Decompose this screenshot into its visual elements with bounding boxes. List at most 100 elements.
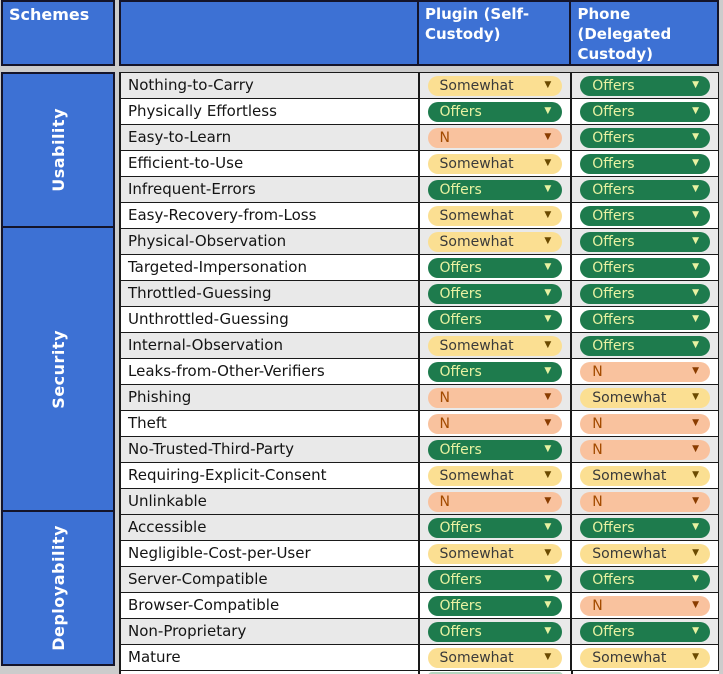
phone-rating-dropdown[interactable]: Offers ▼ <box>580 75 710 96</box>
plugin-cell: Offers ▼ <box>417 255 571 280</box>
phone-cell: Offers ▼ <box>570 619 718 644</box>
category-label: Usability <box>48 108 68 192</box>
plugin-cell: Somewhat ▼ <box>417 229 571 254</box>
plugin-rating-dropdown[interactable]: Offers ▼ <box>427 569 563 590</box>
category-label: Security <box>48 329 68 409</box>
dropdown-selected-value: Offers <box>592 259 635 276</box>
plugin-rating-dropdown[interactable]: Offers ▼ <box>427 257 563 278</box>
phone-rating-dropdown[interactable]: Offers ▼ <box>580 569 710 590</box>
criterion-label: Negligible-Cost-per-User <box>128 544 311 562</box>
phone-cell: N ▼ <box>570 489 718 514</box>
plugin-rating-dropdown[interactable]: Somewhat ▼ <box>427 205 563 226</box>
plugin-cell: Offers ▼ <box>417 567 571 592</box>
chevron-down-icon: ▼ <box>692 340 699 350</box>
phone-rating-dropdown[interactable]: Offers ▼ <box>580 153 710 174</box>
phone-cell: Offers ▼ <box>570 515 718 540</box>
phone-rating-dropdown[interactable]: N ▼ <box>580 439 710 460</box>
chevron-down-icon: ▼ <box>692 366 699 376</box>
plugin-rating-dropdown[interactable]: Offers ▼ <box>427 309 563 330</box>
plugin-rating-dropdown[interactable]: Offers ▼ <box>427 179 563 200</box>
phone-rating-dropdown[interactable]: N ▼ <box>580 413 710 434</box>
chevron-down-icon: ▼ <box>544 210 552 220</box>
dropdown-selected-value: Offers <box>592 623 635 640</box>
plugin-rating-dropdown[interactable]: Somewhat ▼ <box>427 335 563 356</box>
phone-rating-dropdown[interactable]: Offers ▼ <box>580 101 710 122</box>
table-row: Physically Effortless Offers ▼ Offers ▼ <box>121 99 718 125</box>
table-row: Infrequent-Errors Offers ▼ Offers ▼ <box>121 177 718 203</box>
chevron-down-icon: ▼ <box>692 210 699 220</box>
phone-rating-dropdown[interactable]: Offers ▼ <box>580 283 710 304</box>
criterion-label: Requiring-Explicit-Consent <box>128 466 327 484</box>
plugin-rating-dropdown[interactable]: Somewhat ▼ <box>427 543 563 564</box>
table-row: Browser-Compatible Offers ▼ N ▼ <box>121 593 718 619</box>
dropdown-selected-value: Offers <box>439 441 482 458</box>
dropdown-selected-value: Offers <box>439 181 482 198</box>
phone-cell: Offers ▼ <box>570 125 718 150</box>
phone-rating-dropdown[interactable]: Offers ▼ <box>580 517 710 538</box>
phone-rating-dropdown[interactable]: Somewhat ▼ <box>580 465 710 486</box>
table-row: Targeted-Impersonation Offers ▼ Offers ▼ <box>121 255 718 281</box>
chevron-down-icon: ▼ <box>692 600 699 610</box>
plugin-rating-dropdown[interactable]: Somewhat ▼ <box>427 231 563 252</box>
dropdown-selected-value: Offers <box>592 519 635 536</box>
plugin-rating-dropdown[interactable]: Offers ▼ <box>427 621 563 642</box>
criterion-label: No-Trusted-Third-Party <box>128 440 294 458</box>
plugin-rating-dropdown[interactable]: Somewhat ▼ <box>427 153 563 174</box>
criterion-label: Targeted-Impersonation <box>128 258 307 276</box>
plugin-rating-dropdown[interactable]: N ▼ <box>427 491 563 512</box>
phone-rating-dropdown[interactable]: Offers ▼ <box>580 205 710 226</box>
phone-rating-dropdown[interactable]: Offers ▼ <box>580 231 710 252</box>
phone-rating-dropdown[interactable]: Offers ▼ <box>580 309 710 330</box>
plugin-rating-dropdown[interactable]: Offers ▼ <box>427 517 563 538</box>
phone-rating-dropdown[interactable]: Offers ▼ <box>580 335 710 356</box>
chevron-down-icon: ▼ <box>544 496 552 506</box>
chevron-down-icon: ▼ <box>544 652 552 662</box>
plugin-rating-dropdown[interactable]: Offers ▼ <box>427 283 563 304</box>
table-row: Unlinkable N ▼ N ▼ <box>121 489 718 515</box>
plugin-rating-dropdown[interactable]: Somewhat ▼ <box>427 465 563 486</box>
plugin-cell: N ▼ <box>417 125 571 150</box>
table-row: Physical-Observation Somewhat ▼ Offers ▼ <box>121 229 718 255</box>
phone-cell: Somewhat ▼ <box>570 541 718 566</box>
phone-rating-dropdown[interactable]: N ▼ <box>580 361 710 382</box>
chevron-down-icon: ▼ <box>692 574 699 584</box>
criteria-column-header <box>121 2 417 64</box>
plugin-rating-dropdown[interactable]: Somewhat ▼ <box>427 75 563 96</box>
table-row: Internal-Observation Somewhat ▼ Offers ▼ <box>121 333 718 359</box>
dropdown-selected-value: Offers <box>439 285 482 302</box>
phone-rating-dropdown[interactable]: Somewhat ▼ <box>580 647 710 668</box>
phone-rating-dropdown[interactable]: Offers ▼ <box>580 179 710 200</box>
plugin-rating-dropdown[interactable]: N ▼ <box>427 387 563 408</box>
plugin-rating-dropdown[interactable]: Offers ▼ <box>427 101 563 122</box>
phone-rating-dropdown[interactable]: Somewhat ▼ <box>580 387 710 408</box>
plugin-cell: Somewhat ▼ <box>417 151 571 176</box>
schemes-header-label: Schemes <box>9 5 90 24</box>
phone-cell: Somewhat ▼ <box>570 463 718 488</box>
phone-rating-dropdown[interactable]: Offers ▼ <box>580 257 710 278</box>
table-body: Nothing-to-Carry Somewhat ▼ Offers ▼ Physical… <box>119 72 719 671</box>
criterion-label: Throttled-Guessing <box>128 284 272 302</box>
plugin-rating-dropdown[interactable]: Somewhat ▼ <box>427 647 563 668</box>
phone-cell: Offers ▼ <box>570 73 718 98</box>
phone-cell: Somewhat ▼ <box>570 385 718 410</box>
phone-rating-dropdown[interactable]: Offers ▼ <box>580 127 710 148</box>
chevron-down-icon: ▼ <box>544 392 552 402</box>
plugin-cell: Offers ▼ <box>417 281 571 306</box>
chevron-down-icon: ▼ <box>692 652 699 662</box>
criterion-label: Browser-Compatible <box>128 596 280 614</box>
table-row: Easy-to-Learn N ▼ Offers ▼ <box>121 125 718 151</box>
phone-rating-dropdown[interactable]: N ▼ <box>580 491 710 512</box>
plugin-rating-dropdown[interactable]: Offers ▼ <box>427 595 563 616</box>
plugin-rating-dropdown[interactable]: N ▼ <box>427 413 563 434</box>
table-row: Efficient-to-Use Somewhat ▼ Offers ▼ <box>121 151 718 177</box>
phone-rating-dropdown[interactable]: Somewhat ▼ <box>580 543 710 564</box>
dropdown-selected-value: Offers <box>592 233 635 250</box>
plugin-rating-dropdown[interactable]: Offers ▼ <box>427 361 563 382</box>
plugin-cell: Offers ▼ <box>417 593 571 618</box>
phone-cell: N ▼ <box>570 359 718 384</box>
dropdown-selected-value: Offers <box>439 519 482 536</box>
phone-rating-dropdown[interactable]: Offers ▼ <box>580 621 710 642</box>
phone-rating-dropdown[interactable]: N ▼ <box>580 595 710 616</box>
plugin-rating-dropdown[interactable]: N ▼ <box>427 127 563 148</box>
plugin-rating-dropdown[interactable]: Offers ▼ <box>427 439 563 460</box>
